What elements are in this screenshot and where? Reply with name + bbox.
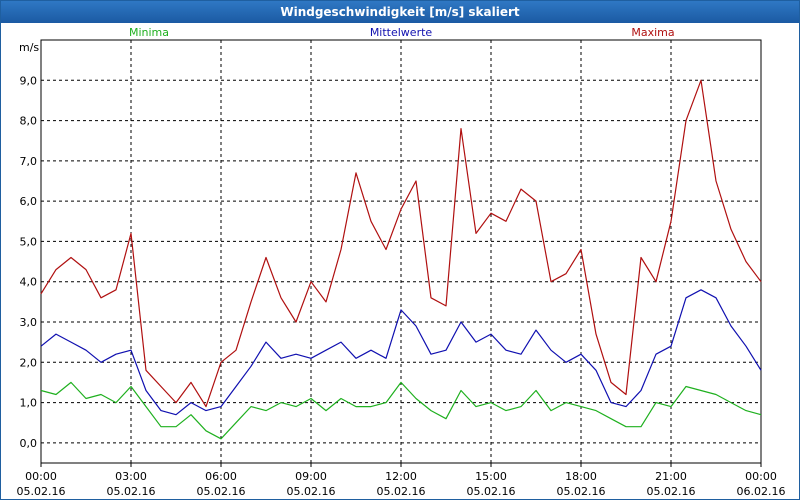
x-tick-time: 21:00 — [655, 470, 687, 483]
x-tick-date: 05.02.16 — [197, 485, 246, 498]
x-tick-date: 05.02.16 — [647, 485, 696, 498]
x-tick-date: 05.02.16 — [557, 485, 606, 498]
y-tick-label: 3,0 — [20, 316, 38, 329]
y-tick-label: 7,0 — [20, 155, 38, 168]
x-tick-time: 15:00 — [475, 470, 507, 483]
y-tick-label: 4,0 — [20, 276, 38, 289]
series-line-minima — [40, 381, 762, 440]
x-tick-time: 00:00 — [745, 470, 777, 483]
x-tick-time: 03:00 — [115, 470, 147, 483]
x-tick-date: 06.02.16 — [737, 485, 786, 498]
y-tick-label: 0,0 — [20, 437, 38, 450]
y-axis-label: m/s — [19, 41, 39, 54]
x-tick-time: 00:00 — [25, 470, 57, 483]
series-line-maxima — [40, 79, 762, 408]
legend-mittelwerte: Mittelwerte — [370, 26, 433, 39]
x-tick-date: 05.02.16 — [467, 485, 516, 498]
x-tick-time: 09:00 — [295, 470, 327, 483]
x-tick-time: 06:00 — [205, 470, 237, 483]
legend-maxima: Maxima — [631, 26, 674, 39]
x-tick-time: 12:00 — [385, 470, 417, 483]
y-tick-label: 8,0 — [20, 115, 38, 128]
x-tick-date: 05.02.16 — [377, 485, 426, 498]
y-tick-label: 6,0 — [20, 195, 38, 208]
legend-minima: Minima — [129, 26, 169, 39]
y-tick-label: 2,0 — [20, 356, 38, 369]
y-tick-label: 5,0 — [20, 235, 38, 248]
y-tick-label: 1,0 — [20, 397, 38, 410]
x-tick-date: 05.02.16 — [17, 485, 66, 498]
chart-title: Windgeschwindigkeit [m/s] skaliert — [1, 1, 799, 23]
y-tick-label: 9,0 — [20, 74, 38, 87]
series-line-mittelwerte — [40, 289, 762, 416]
x-tick-date: 05.02.16 — [287, 485, 336, 498]
x-tick-time: 18:00 — [565, 470, 597, 483]
x-tick-date: 05.02.16 — [107, 485, 156, 498]
